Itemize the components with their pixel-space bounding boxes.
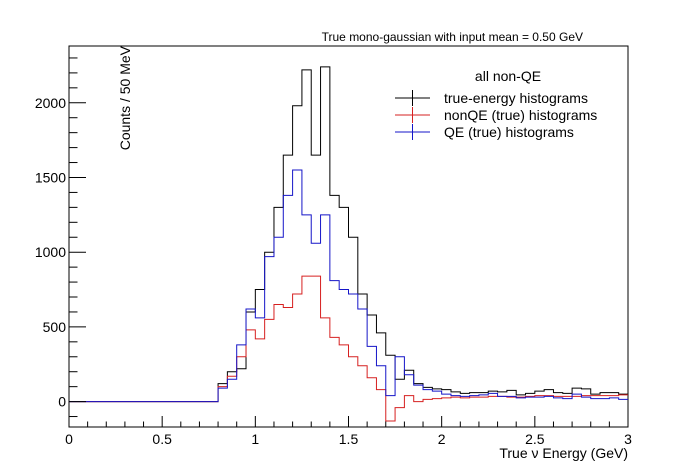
- legend-title: all non-QE: [475, 68, 541, 84]
- chart-title: True mono-gaussian with input mean = 0.5…: [322, 30, 583, 44]
- x-tick-label: 1.5: [339, 431, 359, 447]
- series-layer: [69, 66, 628, 422]
- series-line-0: [69, 66, 628, 403]
- y-axis-title: Counts / 50 MeV: [117, 45, 133, 150]
- y-tick-label: 1500: [35, 169, 66, 185]
- x-tick-label: 0.5: [152, 431, 172, 447]
- y-tick-label: 500: [43, 319, 67, 335]
- x-tick-label: 2.5: [525, 431, 545, 447]
- x-tick-label: 3: [624, 431, 632, 447]
- legend-label-1: nonQE (true) histograms: [444, 107, 597, 123]
- x-tick-label: 1: [251, 431, 259, 447]
- y-tick-label: 2000: [35, 95, 66, 111]
- x-tick-label: 2: [438, 431, 446, 447]
- x-axis-title: True ν Energy (GeV): [499, 445, 628, 461]
- x-tick-label: 0: [65, 431, 73, 447]
- axes-layer: 0 0.5 1 1.5 2 2.5 3 0 500 1000 1500 2000: [35, 57, 632, 447]
- y-tick-label: 0: [58, 394, 66, 410]
- legend-label-2: QE (true) histograms: [444, 124, 574, 140]
- series-line-2: [69, 169, 628, 403]
- y-tick-label: 1000: [35, 244, 66, 260]
- legend-label-0: true-energy histograms: [444, 90, 588, 106]
- series-line-1: [69, 275, 628, 422]
